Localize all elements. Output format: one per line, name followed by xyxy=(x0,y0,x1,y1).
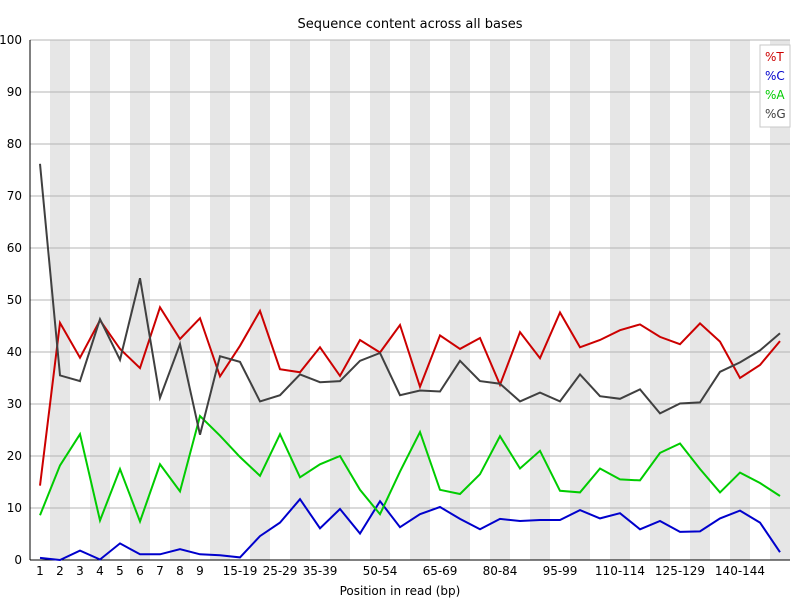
axes xyxy=(29,40,790,561)
x-tick-label: 50-54 xyxy=(363,564,398,578)
legend: %T %C %A %G xyxy=(759,44,791,128)
series-lines xyxy=(39,163,781,562)
y-tick-label: 70 xyxy=(7,189,22,203)
y-tick-label: 20 xyxy=(7,449,22,463)
y-tick-labels: 0 10 20 30 40 50 60 70 80 90 100 xyxy=(0,33,22,567)
x-axis-label: Position in read (bp) xyxy=(340,584,461,598)
y-tick-label: 40 xyxy=(7,345,22,359)
y-tick-label: 50 xyxy=(7,293,22,307)
x-tick-label: 6 xyxy=(136,564,144,578)
series-line-pct-t xyxy=(39,304,781,486)
x-tick-label: 7 xyxy=(156,564,164,578)
x-tick-label: 2 xyxy=(56,564,64,578)
series-line-pct-a xyxy=(39,414,781,525)
y-tick-label: 0 xyxy=(14,553,22,567)
x-tick-label: 95-99 xyxy=(543,564,578,578)
legend-entry-pct-a: %A xyxy=(765,88,785,102)
y-tick-label: 30 xyxy=(7,397,22,411)
x-tick-label: 80-84 xyxy=(483,564,518,578)
y-tick-label: 100 xyxy=(0,33,22,47)
series-line-pct-g xyxy=(39,163,781,435)
chart-title: Sequence content across all bases xyxy=(297,17,522,32)
y-tick-label: 90 xyxy=(7,85,22,99)
legend-box xyxy=(759,44,791,128)
grid-lines xyxy=(30,39,790,509)
x-tick-label: 65-69 xyxy=(423,564,458,578)
x-tick-label: 5 xyxy=(116,564,124,578)
x-tick-labels: 1 2 3 4 5 6 7 8 9 15-19 25-29 35-39 50-54 65-69 80-84 9… xyxy=(36,564,765,578)
x-tick-label: 25-29 xyxy=(263,564,298,578)
x-tick-label: 3 xyxy=(76,564,84,578)
x-tick-label: 8 xyxy=(176,564,184,578)
y-tick-label: 80 xyxy=(7,137,22,151)
legend-entry-pct-g: %G xyxy=(765,107,786,121)
x-tick-label: 4 xyxy=(96,564,104,578)
x-tick-label: 125-129 xyxy=(655,564,705,578)
x-tick-label: 35-39 xyxy=(303,564,338,578)
x-tick-label: 1 xyxy=(36,564,44,578)
x-tick-label: 140-144 xyxy=(715,564,765,578)
legend-entry-pct-c: %C xyxy=(765,69,785,83)
x-tick-label: 110-114 xyxy=(595,564,645,578)
legend-entry-pct-t: %T xyxy=(765,50,784,64)
series-line-pct-c xyxy=(39,497,781,562)
x-tick-label: 15-19 xyxy=(223,564,258,578)
x-tick-label: 9 xyxy=(196,564,204,578)
y-tick-label: 60 xyxy=(7,241,22,255)
y-tick-label: 10 xyxy=(7,501,22,515)
